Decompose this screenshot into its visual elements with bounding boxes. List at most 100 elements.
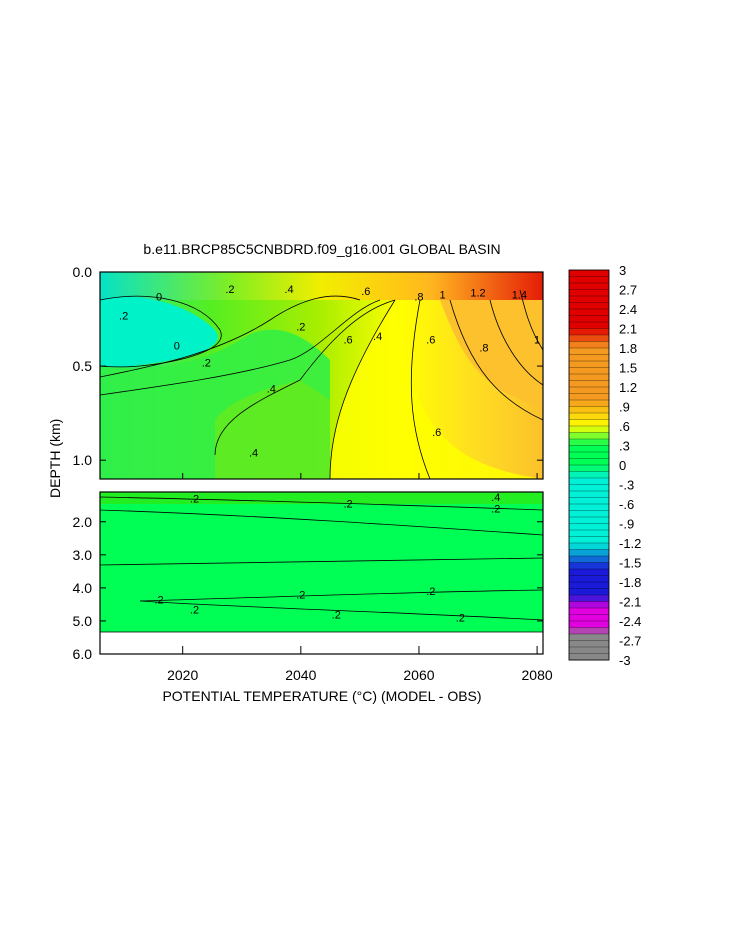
colorbar-label: 2.7 xyxy=(619,283,637,298)
y-tick-label: 5.0 xyxy=(73,613,93,629)
colorbar-band xyxy=(568,458,610,466)
colorbar-label: 3 xyxy=(619,263,626,278)
colorbar-band xyxy=(568,386,610,394)
colorbar-band xyxy=(568,289,610,297)
colorbar-band xyxy=(568,601,610,609)
colorbar-label: -.9 xyxy=(619,517,634,532)
contour-label: .2 xyxy=(190,494,199,506)
colorbar-label: 1.5 xyxy=(619,361,637,376)
colorbar-band xyxy=(568,445,610,453)
colorbar-band xyxy=(568,451,610,459)
colorbar-band xyxy=(568,640,610,648)
upper-panel-frame xyxy=(99,271,544,480)
upper-panel-field xyxy=(100,272,543,479)
x-axis-label-unit: °C xyxy=(357,688,373,704)
colorbar-band xyxy=(568,627,610,635)
colorbar-band xyxy=(568,282,610,290)
colorbar-band xyxy=(568,269,610,277)
contour-label: .4 xyxy=(267,384,276,396)
colorbar-band xyxy=(568,542,610,550)
y-axis-label: DEPTH (km) xyxy=(47,419,63,498)
contour-label: 1.2 xyxy=(470,288,485,300)
colorbar-band xyxy=(568,536,610,544)
colorbar-band xyxy=(568,425,610,433)
colorbar-band xyxy=(568,354,610,362)
x-tick-label: 2040 xyxy=(285,667,316,683)
colorbar-band xyxy=(568,503,610,511)
x-tick-label: 2080 xyxy=(522,667,553,683)
y-tick-label: 6.0 xyxy=(73,646,93,662)
contour-label: 1 xyxy=(440,290,446,302)
contour-label: .2 xyxy=(426,586,435,598)
contour-label: .2 xyxy=(456,613,465,625)
contour-lines xyxy=(99,289,544,633)
contour-label: .2 xyxy=(491,504,500,516)
colorbar-band xyxy=(568,308,610,316)
contour-label: .4 xyxy=(249,448,258,460)
y-tick-label: 4.0 xyxy=(73,580,93,596)
colorbar-band xyxy=(568,464,610,472)
x-ticks: 2020 2040 2060 2080 xyxy=(167,473,553,683)
colorbar-label: -2.1 xyxy=(619,595,641,610)
colorbar-band xyxy=(568,302,610,310)
colorbar-band xyxy=(568,321,610,329)
colorbar-label: -1.5 xyxy=(619,556,641,571)
colorbar-band xyxy=(568,419,610,427)
colorbar-band xyxy=(568,607,610,615)
colorbar-band xyxy=(568,334,610,342)
colorbar-band xyxy=(568,471,610,479)
contour-label: .4 xyxy=(284,284,293,296)
colorbar-band xyxy=(568,477,610,485)
colorbar-label: 0 xyxy=(619,458,626,473)
contour-label: .4 xyxy=(491,492,500,504)
colorbar-band xyxy=(568,367,610,375)
colorbar-label: .9 xyxy=(619,400,630,415)
colorbar-label: .6 xyxy=(619,419,630,434)
contour-label: .2 xyxy=(225,284,234,296)
lower-panel-field xyxy=(100,492,543,654)
colorbar-band xyxy=(568,575,610,583)
contour-label: 1.4 xyxy=(512,290,527,302)
contour-label: .2 xyxy=(343,499,352,511)
colorbar-label: 1.8 xyxy=(619,341,637,356)
colorbar-band xyxy=(568,347,610,355)
chart-title: b.e11.BRCP85C5CNBDRD.f09_g16.001 GLOBAL … xyxy=(143,241,500,257)
contour-label: .8 xyxy=(479,342,488,354)
colorbar-label: -2.4 xyxy=(619,614,641,629)
colorbar-band xyxy=(568,406,610,414)
contour-label: .2 xyxy=(296,322,305,334)
colorbar-label: -.3 xyxy=(619,478,634,493)
colorbar-band xyxy=(568,529,610,537)
colorbar-label: 2.1 xyxy=(619,322,637,337)
colorbar-band xyxy=(568,438,610,446)
colorbar-label: -2.7 xyxy=(619,634,641,649)
colorbar-band xyxy=(568,549,610,557)
colorbar-band xyxy=(568,399,610,407)
y-tick-label: 0.5 xyxy=(73,358,93,374)
contour-label: 0 xyxy=(156,291,162,303)
colorbar-frame xyxy=(568,269,610,661)
contour-label: .6 xyxy=(426,335,435,347)
colorbar-band xyxy=(568,432,610,440)
y-ticks-lower: 2.0 3.0 4.0 5.0 6.0 xyxy=(73,514,543,662)
colorbar-band xyxy=(568,614,610,622)
colorbar-label: -1.2 xyxy=(619,536,641,551)
y-tick-label: 0.0 xyxy=(73,264,93,280)
contour-label: 1 xyxy=(534,335,540,347)
colorbar-band xyxy=(568,646,610,654)
colorbar-band xyxy=(568,516,610,524)
colorbar-band xyxy=(568,295,610,303)
colorbar xyxy=(568,269,610,661)
contour-labels-lower: .2.2.4.2.2.2.2.2.2.2 xyxy=(154,492,500,625)
y-tick-label: 2.0 xyxy=(73,514,93,530)
colorbar-label: -3 xyxy=(619,653,631,668)
contour-label: .2 xyxy=(202,357,211,369)
colorbar-band xyxy=(568,620,610,628)
contour-label: .6 xyxy=(432,427,441,439)
contour-label: .6 xyxy=(361,286,370,298)
x-axis-label: POTENTIAL TEMPERATURE (°C) (MODEL - OBS) xyxy=(162,688,481,704)
contour-label: .6 xyxy=(343,335,352,347)
contour-label: .8 xyxy=(414,291,423,303)
x-tick-label: 2060 xyxy=(403,667,434,683)
